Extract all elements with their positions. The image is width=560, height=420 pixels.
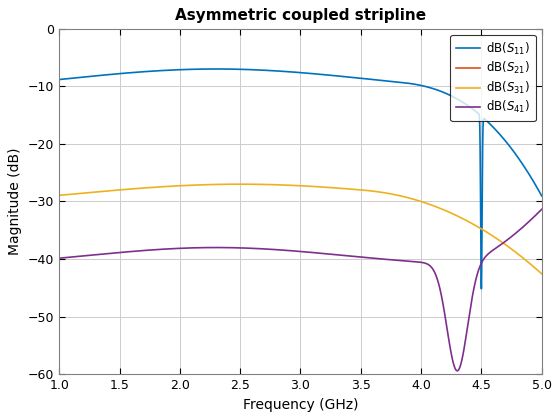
- dB($S_{41}$): [538, 207, 545, 212]
- dB($S_{21}$): [416, 26, 423, 31]
- dB($S_{41}$): [240, 245, 247, 250]
- dB($S_{11}$): [143, 69, 150, 74]
- dB($S_{11}$): [56, 77, 63, 82]
- dB($S_{11}$): [478, 286, 485, 291]
- Legend: dB($S_{11}$), dB($S_{21}$), dB($S_{31}$), dB($S_{41}$): dB($S_{11}$), dB($S_{21}$), dB($S_{31}$)…: [450, 34, 536, 121]
- dB($S_{11}$): [416, 83, 423, 88]
- dB($S_{41}$): [452, 368, 459, 373]
- Y-axis label: Magnitude (dB): Magnitude (dB): [8, 148, 22, 255]
- dB($S_{11}$): [213, 66, 220, 71]
- dB($S_{31}$): [240, 182, 247, 187]
- dB($S_{31}$): [538, 271, 545, 276]
- dB($S_{41}$): [143, 248, 150, 253]
- dB($S_{21}$): [143, 26, 150, 31]
- dB($S_{21}$): [370, 26, 376, 31]
- dB($S_{21}$): [345, 26, 352, 31]
- dB($S_{31}$): [346, 186, 352, 192]
- dB($S_{41}$): [345, 253, 352, 258]
- dB($S_{41}$): [370, 256, 376, 261]
- dB($S_{21}$): [56, 26, 63, 31]
- dB($S_{21}$): [538, 26, 545, 31]
- X-axis label: Frequency (GHz): Frequency (GHz): [242, 398, 358, 412]
- dB($S_{31}$): [56, 193, 63, 198]
- dB($S_{31}$): [143, 185, 150, 190]
- dB($S_{11}$): [346, 74, 352, 79]
- dB($S_{41}$): [56, 256, 63, 261]
- dB($S_{11}$): [452, 96, 459, 101]
- Line: dB($S_{11}$): dB($S_{11}$): [59, 69, 542, 289]
- Line: dB($S_{31}$): dB($S_{31}$): [59, 184, 542, 274]
- dB($S_{41}$): [454, 368, 461, 373]
- dB($S_{31}$): [416, 198, 423, 203]
- dB($S_{11}$): [370, 77, 376, 82]
- Title: Asymmetric coupled stripline: Asymmetric coupled stripline: [175, 8, 426, 24]
- dB($S_{21}$): [240, 26, 247, 31]
- dB($S_{31}$): [370, 189, 376, 194]
- dB($S_{21}$): [452, 26, 459, 31]
- dB($S_{11}$): [538, 193, 545, 198]
- dB($S_{11}$): [240, 67, 247, 72]
- dB($S_{41}$): [416, 260, 423, 265]
- dB($S_{31}$): [452, 213, 459, 218]
- Line: dB($S_{41}$): dB($S_{41}$): [59, 209, 542, 371]
- dB($S_{31}$): [237, 182, 244, 187]
